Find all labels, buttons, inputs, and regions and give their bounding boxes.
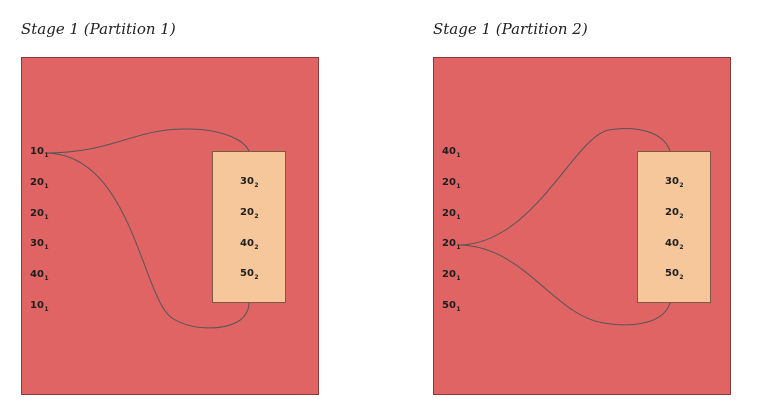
connector-left-3-to-box-bottom: [457, 244, 671, 326]
box-item: 402: [665, 238, 684, 251]
partition-1-connectors: [44, 128, 250, 329]
partition-2-inner-box: 302 202 402 502: [637, 151, 711, 303]
box-item: 202: [240, 207, 259, 220]
left-item: 201: [442, 269, 461, 282]
left-item: 201: [442, 208, 461, 221]
box-item: 202: [665, 207, 684, 220]
box-item: 302: [665, 176, 684, 189]
stage-title-partition-2: Stage 1 (Partition 2): [433, 20, 588, 38]
left-item: 201: [30, 177, 49, 190]
box-item: 402: [240, 238, 259, 251]
partition-1-panel: 101 201 201 301 401 101 302 202 402 502: [21, 57, 319, 395]
stage-title-partition-1: Stage 1 (Partition 1): [21, 20, 176, 38]
box-item: 502: [665, 268, 684, 281]
partition-2-connectors: [457, 128, 671, 326]
connector-left-3-to-box-top: [457, 128, 671, 246]
box-item: 302: [240, 176, 259, 189]
left-item: 501: [442, 300, 461, 313]
left-item: 201: [30, 208, 49, 221]
box-item: 502: [240, 268, 259, 281]
left-item: 201: [442, 238, 461, 251]
left-item: 101: [30, 146, 49, 159]
left-item: 301: [30, 238, 49, 251]
left-item: 201: [442, 177, 461, 190]
left-item: 401: [442, 146, 461, 159]
left-item: 401: [30, 269, 49, 282]
connector-left-0-to-box-top: [44, 128, 250, 154]
connector-left-0-to-box-bottom: [44, 152, 250, 329]
partition-1-inner-box: 302 202 402 502: [212, 151, 286, 303]
partition-2-panel: 401 201 201 201 201 501 302 202 402 502: [433, 57, 731, 395]
left-item: 101: [30, 300, 49, 313]
